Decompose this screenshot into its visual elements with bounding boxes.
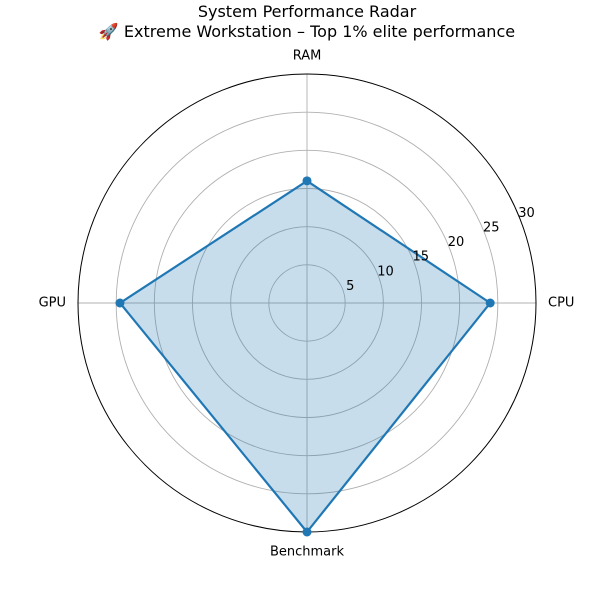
category-label: Benchmark <box>270 545 345 560</box>
category-label: CPU <box>548 296 574 311</box>
chart-title: System Performance Radar <box>198 2 417 21</box>
series-layer <box>115 176 495 537</box>
radial-tick-label: 10 <box>377 264 394 279</box>
radial-tick-label: 25 <box>483 220 500 235</box>
series-area <box>120 180 491 532</box>
radial-tick-label: 15 <box>413 250 430 265</box>
data-point <box>115 298 125 308</box>
chart-subtitle: 🚀 Extreme Workstation – Top 1% elite per… <box>99 22 515 41</box>
radial-tick-label: 5 <box>346 279 354 294</box>
data-point <box>302 527 312 537</box>
radial-tick-label: 20 <box>448 235 465 250</box>
data-point <box>302 176 312 186</box>
data-point <box>485 298 495 308</box>
label-layer: 5 10 15 20 25 30 CPU RAM GPU Benchmark <box>39 49 575 560</box>
category-label: GPU <box>39 296 66 311</box>
category-label: RAM <box>293 49 322 64</box>
radial-tick-label: 30 <box>518 206 535 221</box>
